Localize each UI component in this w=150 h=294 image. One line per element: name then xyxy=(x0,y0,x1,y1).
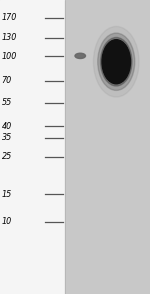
Ellipse shape xyxy=(102,40,130,84)
Text: 130: 130 xyxy=(2,33,17,42)
Text: 100: 100 xyxy=(2,52,17,61)
Ellipse shape xyxy=(75,53,86,59)
Bar xyxy=(65,0,150,294)
Text: 25: 25 xyxy=(2,153,12,161)
Text: 10: 10 xyxy=(2,218,12,226)
Text: 170: 170 xyxy=(2,13,17,22)
Ellipse shape xyxy=(98,33,135,90)
Bar xyxy=(0,0,65,294)
Text: 15: 15 xyxy=(2,190,12,198)
Text: 55: 55 xyxy=(2,98,12,107)
Text: 35: 35 xyxy=(2,133,12,142)
Text: 70: 70 xyxy=(2,76,12,85)
Text: 40: 40 xyxy=(2,122,12,131)
Ellipse shape xyxy=(93,26,139,97)
Ellipse shape xyxy=(100,37,132,86)
